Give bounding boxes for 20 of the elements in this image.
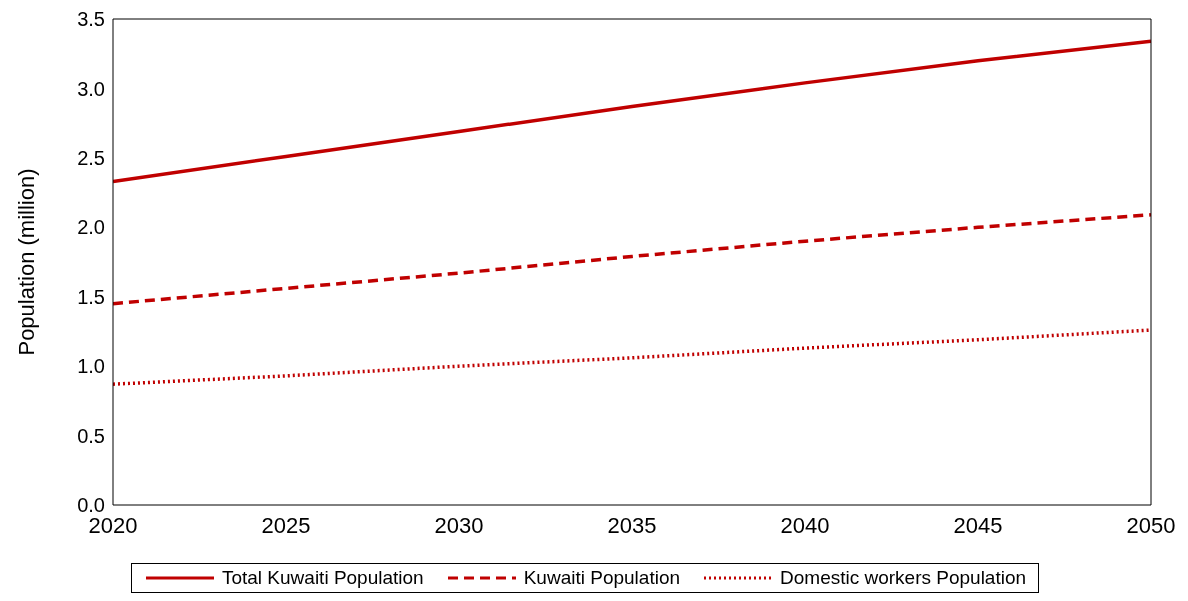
line-series xyxy=(113,213,1151,306)
legend-label: Total Kuwaiti Population xyxy=(221,567,424,589)
y-tick-label: 1.0 xyxy=(77,355,105,378)
y-tick-label: 0.5 xyxy=(77,424,105,447)
x-tick-label: 2025 xyxy=(261,512,311,538)
x-tick-label: 2030 xyxy=(434,512,484,538)
x-tick-label: 2040 xyxy=(780,512,830,538)
y-tick-label: 2.0 xyxy=(77,216,105,239)
x-tick-label: 2035 xyxy=(607,512,657,538)
y-tick-label: 3.0 xyxy=(77,77,105,100)
x-tick-label: 2045 xyxy=(953,512,1003,538)
y-axis-title: Population (million) xyxy=(13,168,39,356)
legend-label: Kuwaiti Population xyxy=(523,567,681,589)
legend-label: Domestic workers Population xyxy=(780,567,1027,589)
x-tick-label: 2050 xyxy=(1126,512,1176,538)
line-series xyxy=(113,328,1151,386)
y-tick-label: 2.5 xyxy=(77,146,105,169)
y-tick-label: 1.5 xyxy=(77,285,105,308)
y-tick-label: 3.5 xyxy=(77,8,105,31)
line-series xyxy=(113,39,1151,184)
